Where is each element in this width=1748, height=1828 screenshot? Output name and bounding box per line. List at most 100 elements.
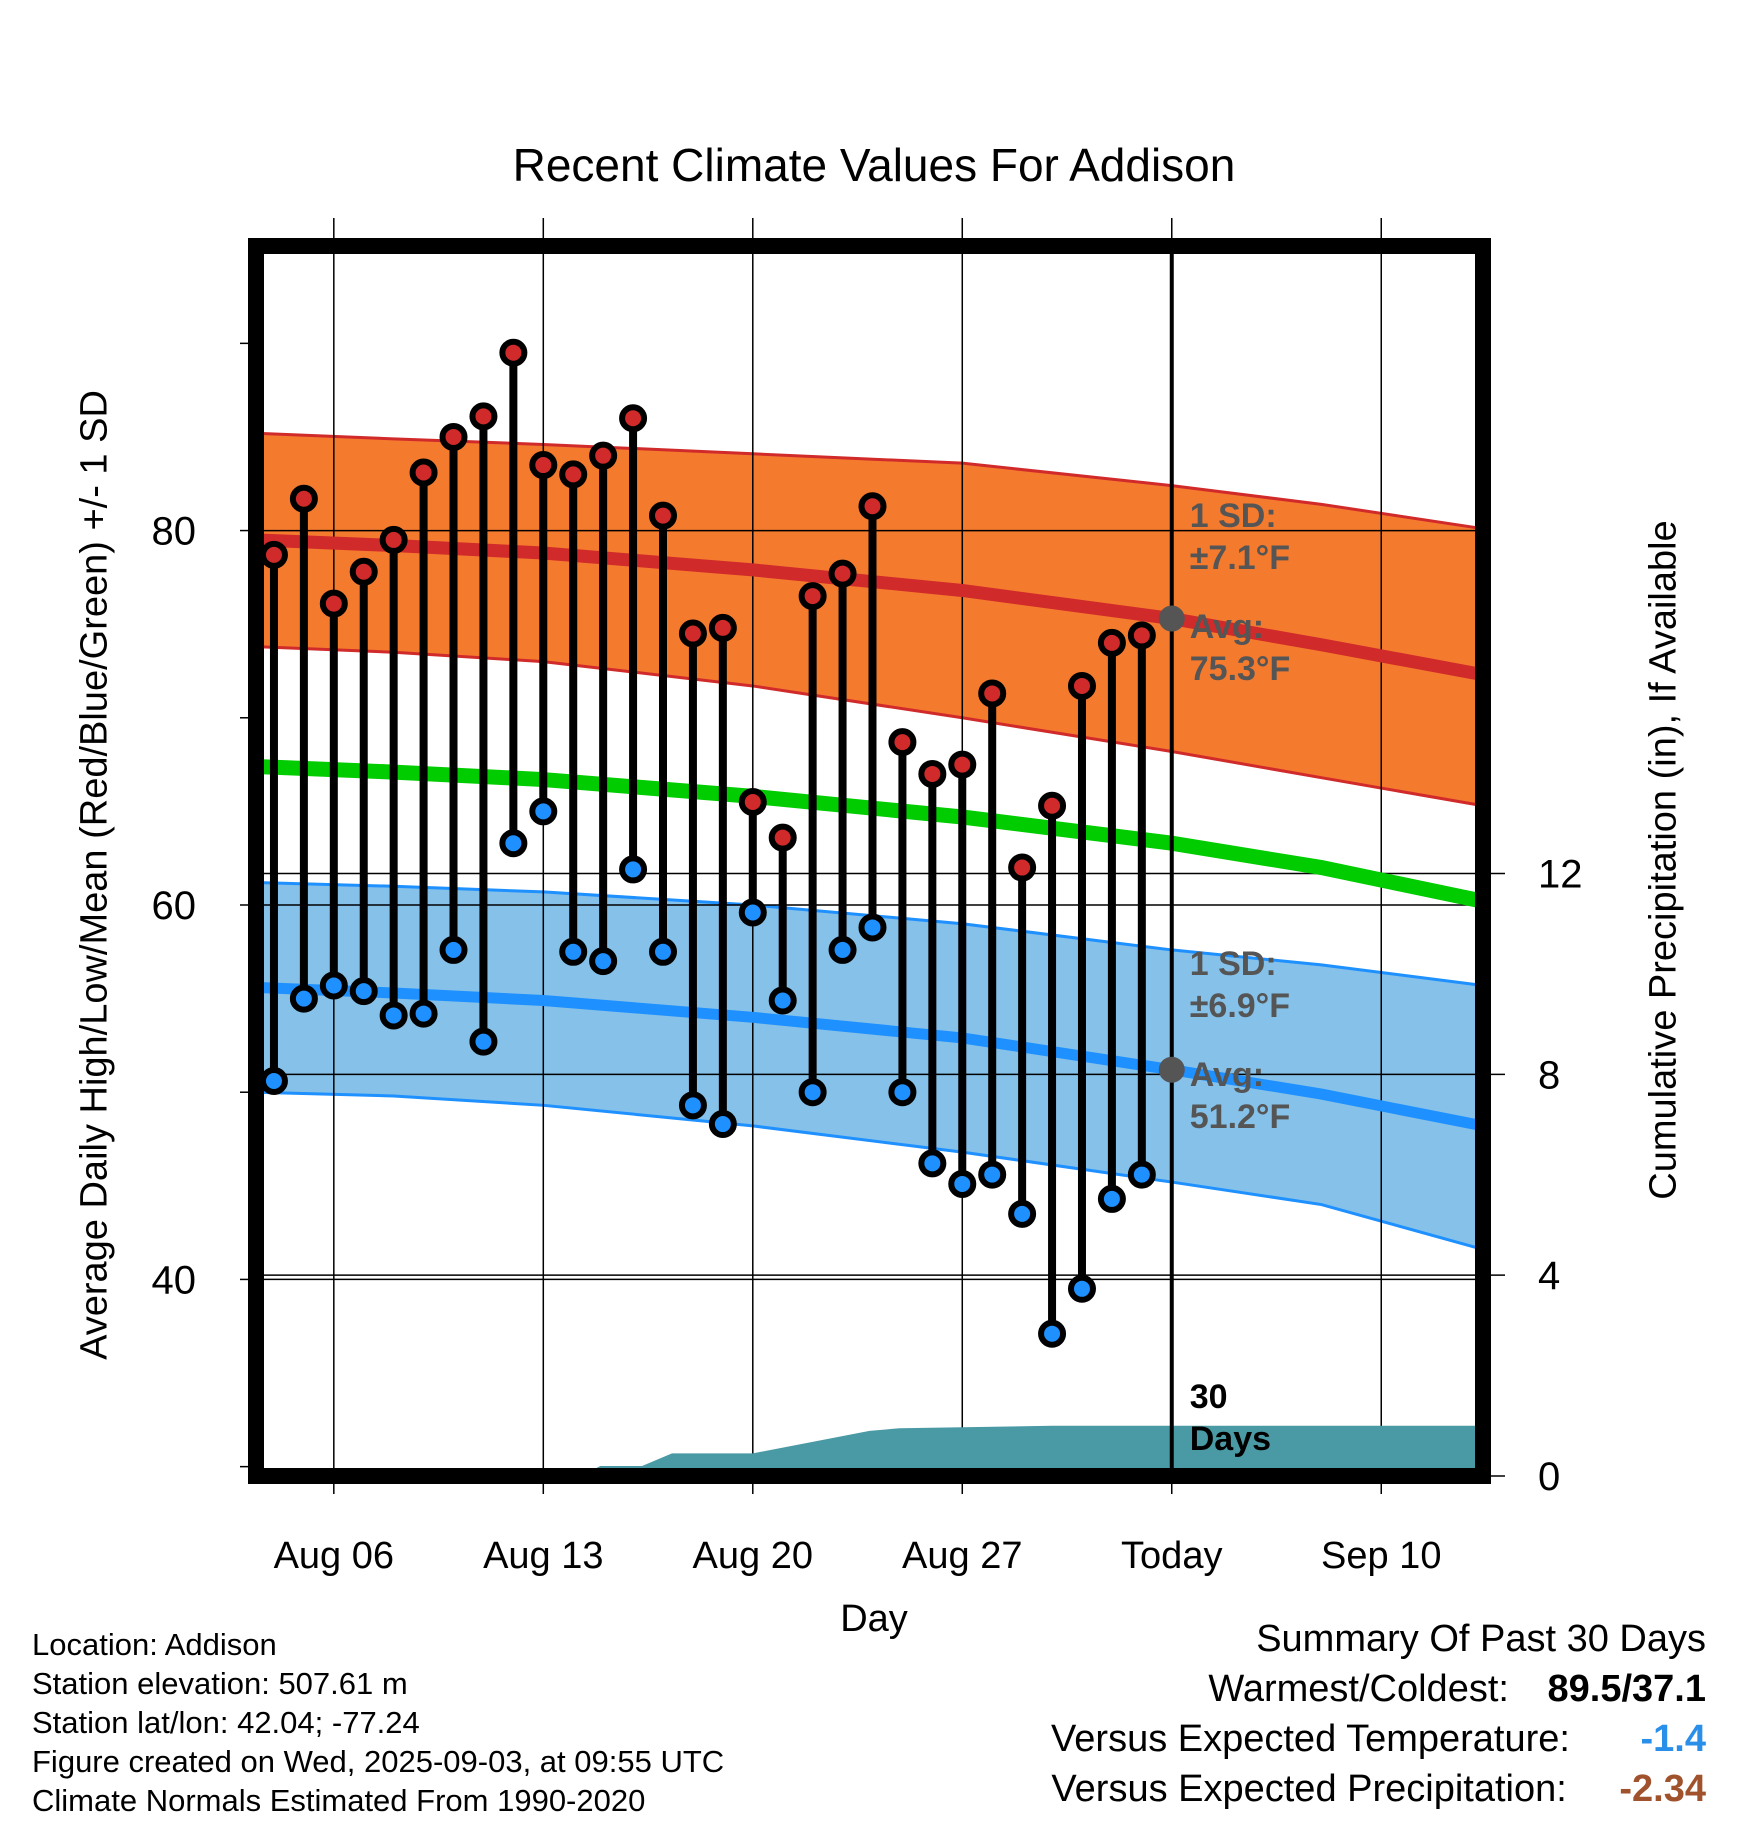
warmest-coldest-label: Warmest/Coldest: xyxy=(1208,1668,1509,1710)
y2-tick-label: 12 xyxy=(1538,853,1583,897)
daily-low-point xyxy=(409,999,438,1028)
daily-high-point xyxy=(1038,791,1067,820)
daily-high-point xyxy=(649,501,678,530)
daily-low-point xyxy=(1038,1319,1067,1348)
y2-tick-label: 8 xyxy=(1538,1053,1560,1097)
precip-period-label: 30 xyxy=(1190,1378,1228,1416)
daily-high-point xyxy=(888,728,917,757)
daily-low-point xyxy=(1127,1160,1156,1189)
daily-high-point xyxy=(768,823,797,852)
daily-low-point xyxy=(259,1066,288,1095)
daily-high-point xyxy=(349,557,378,586)
daily-low-point xyxy=(708,1110,737,1139)
daily-high-point xyxy=(439,422,468,451)
daily-low-point xyxy=(828,935,857,964)
daily-high-point xyxy=(1127,621,1156,650)
low-band-upper-edge xyxy=(255,881,1484,987)
daily-high-point xyxy=(978,679,1007,708)
daily-low-point xyxy=(319,971,348,1000)
daily-high-point xyxy=(529,451,558,480)
normal-lines xyxy=(255,533,1485,1132)
low-band-lower-edge xyxy=(255,1090,1484,1251)
y-tick-label: 80 xyxy=(152,510,197,554)
normal-low-line xyxy=(255,981,1485,1132)
x-tick-label: Aug 06 xyxy=(274,1535,394,1577)
daily-high-point xyxy=(499,338,528,367)
high-band-lower-edge xyxy=(255,645,1484,808)
daily-low-point xyxy=(888,1078,917,1107)
daily-low-point xyxy=(858,913,887,942)
daily-high-point xyxy=(619,404,648,433)
daily-low-point xyxy=(379,1001,408,1030)
daily-low-point xyxy=(948,1169,977,1198)
high-avg-label: Avg: xyxy=(1190,608,1264,646)
daily-low-point xyxy=(1097,1184,1126,1213)
precip-period-label-days: Days xyxy=(1190,1420,1271,1458)
summary-warmest-coldest: Warmest/Coldest: 89.5/37.1 xyxy=(1208,1668,1706,1711)
daily-low-point xyxy=(768,986,797,1015)
low-sd-value: ±6.9°F xyxy=(1190,987,1290,1025)
daily-low-point xyxy=(918,1149,947,1178)
climate-normals-note: Climate Normals Estimated From 1990-2020 xyxy=(32,1783,646,1818)
daily-low-point xyxy=(1008,1199,1037,1228)
y2-axis-title: Cumulative Precipitation (in), If Availa… xyxy=(1642,520,1685,1200)
daily-low-point xyxy=(559,937,588,966)
daily-low-point xyxy=(649,937,678,966)
station-latlon: Station lat/lon: 42.04; -77.24 xyxy=(32,1705,420,1740)
daily-low-point xyxy=(439,935,468,964)
daily-low-point xyxy=(798,1078,827,1107)
daily-low-point xyxy=(619,855,648,884)
summary-temperature: Versus Expected Temperature: -1.4 xyxy=(1051,1718,1706,1761)
daily-high-point xyxy=(1067,671,1096,700)
band-annotations: 1 SD: ±7.1°F Avg: 75.3°F 1 SD: ±6.9°F Avg: 51.2… xyxy=(1190,497,1291,1458)
figure-created: Figure created on Wed, 2025-09-03, at 09… xyxy=(32,1744,725,1779)
daily-high-point xyxy=(918,759,947,788)
high-sd-value: ±7.1°F xyxy=(1190,539,1290,577)
daily-low-point xyxy=(469,1027,498,1056)
low-sd-label: 1 SD: xyxy=(1190,945,1277,983)
daily-low-point xyxy=(1067,1274,1096,1303)
axis-ticks: Aug 06 Aug 13 Aug 20 Aug 27 Today Sep 1040608… xyxy=(152,342,1583,1577)
x-tick-label: Today xyxy=(1121,1535,1222,1577)
temperature-departure-label: Versus Expected Temperature: xyxy=(1051,1718,1570,1760)
y-axis-title: Average Daily High/Low/Mean (Red/Blue/Gr… xyxy=(73,390,116,1360)
summary-title: Summary Of Past 30 Days xyxy=(1256,1618,1706,1660)
warmest-coldest-value: 89.5/37.1 xyxy=(1547,1668,1706,1710)
daily-low-point xyxy=(529,797,558,826)
station-info: Location: Addison Station elevation: 507… xyxy=(32,1625,724,1820)
daily-high-point xyxy=(738,788,767,817)
low-avg-value: 51.2°F xyxy=(1190,1098,1291,1136)
chart-title: Recent Climate Values For Addison xyxy=(512,139,1236,191)
x-axis-title: Day xyxy=(840,1598,908,1640)
x-tick-label: Aug 27 xyxy=(902,1535,1022,1577)
daily-low-point xyxy=(349,977,378,1006)
daily-high-point xyxy=(379,525,408,554)
station-location: Location: Addison xyxy=(32,1627,277,1662)
high-sd-label: 1 SD: xyxy=(1190,497,1277,535)
normal-mean-line xyxy=(255,758,1485,909)
daily-high-point xyxy=(948,750,977,779)
high-avg-value: 75.3°F xyxy=(1190,650,1291,688)
x-tick-label: Sep 10 xyxy=(1321,1535,1441,1577)
daily-high-point xyxy=(828,559,857,588)
summary-precipitation: Versus Expected Precipitation: -2.34 xyxy=(1051,1768,1706,1811)
daily-high-point xyxy=(798,582,827,611)
precipitation-area xyxy=(256,1425,1483,1476)
daily-high-point xyxy=(708,613,737,642)
plot-frame xyxy=(248,238,1491,1484)
y-tick-label: 40 xyxy=(152,1258,197,1302)
daily-high-point xyxy=(469,402,498,431)
low-sd-band xyxy=(256,882,1483,1250)
plot-border xyxy=(248,238,1491,1484)
daily-low-point xyxy=(978,1160,1007,1189)
x-tick-label: Aug 13 xyxy=(483,1535,603,1577)
daily-low-point xyxy=(738,898,767,927)
daily-high-point xyxy=(1008,853,1037,882)
today-line xyxy=(1158,246,1185,1476)
daily-low-point xyxy=(499,829,528,858)
y2-tick-label: 4 xyxy=(1538,1254,1560,1298)
daily-low-point xyxy=(678,1091,707,1120)
station-elevation: Station elevation: 507.61 m xyxy=(32,1666,408,1701)
daily-high-point xyxy=(1097,628,1126,657)
